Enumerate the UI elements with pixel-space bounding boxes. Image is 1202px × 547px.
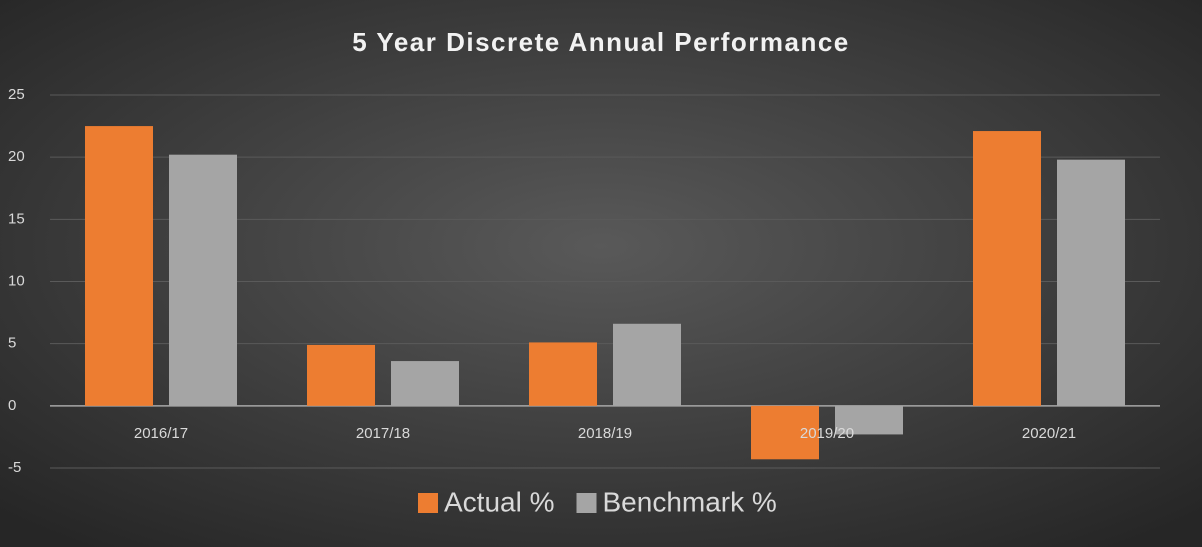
y-tick-label: 15 (8, 210, 25, 227)
legend-label: Benchmark % (603, 486, 777, 517)
bar (835, 405, 903, 435)
x-tick-label: 2016/17 (134, 425, 188, 442)
y-tick-label: -5 (8, 459, 21, 476)
legend-label: Actual % (444, 486, 555, 517)
x-tick-label: 2020/21 (1022, 425, 1076, 442)
bar (1057, 159, 1125, 406)
y-tick-label: 20 (8, 148, 25, 165)
y-tick-label: 0 (8, 397, 16, 414)
bar (391, 361, 459, 406)
bar (529, 342, 597, 406)
bar (307, 344, 375, 406)
x-tick-label: 2019/20 (800, 425, 854, 442)
bar (751, 405, 819, 460)
bar (613, 323, 681, 406)
x-tick-label: 2017/18 (356, 425, 410, 442)
x-tick-label: 2018/19 (578, 425, 632, 442)
bar (169, 154, 237, 406)
bar (973, 131, 1041, 406)
legend-swatch (418, 493, 438, 513)
y-tick-label: 5 (8, 335, 16, 352)
bar (85, 126, 153, 406)
y-tick-label: 10 (8, 272, 25, 289)
chart-title: 5 Year Discrete Annual Performance (352, 27, 850, 57)
y-tick-label: 25 (8, 86, 25, 103)
legend-swatch (576, 493, 597, 513)
